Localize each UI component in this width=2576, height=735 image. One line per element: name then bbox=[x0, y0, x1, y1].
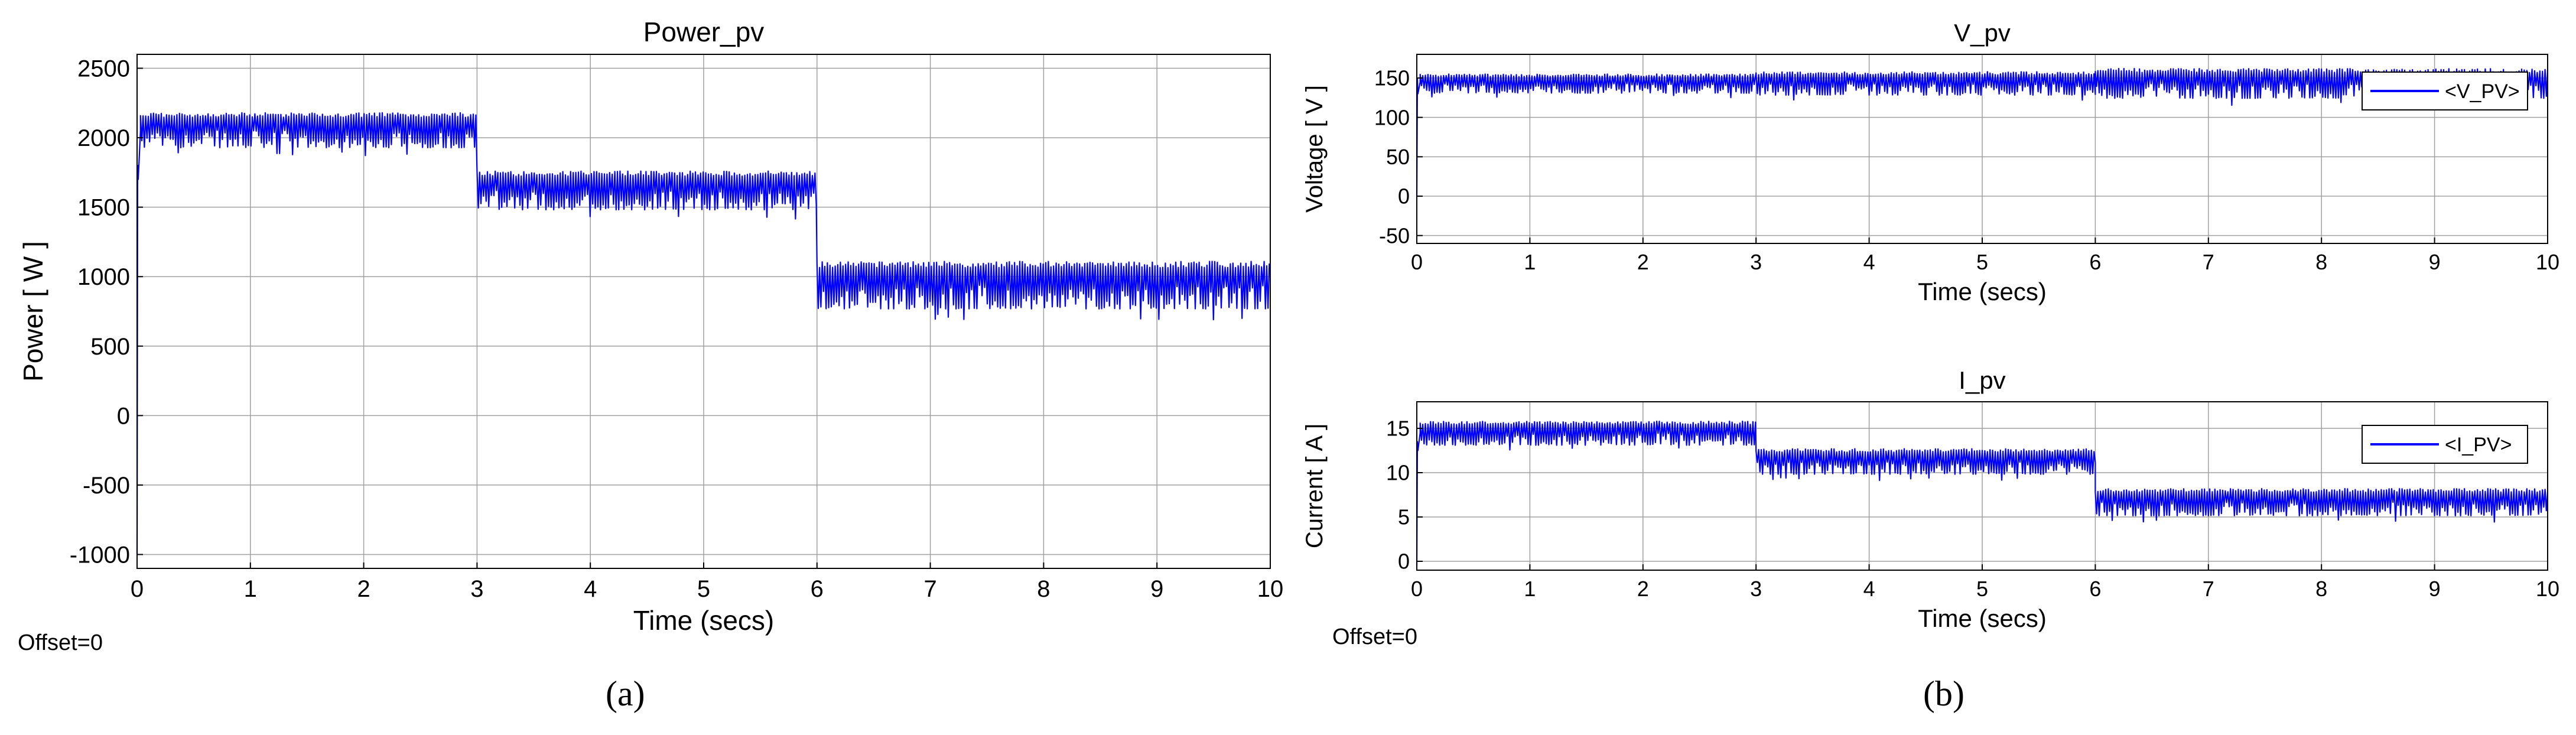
x-tick-label: 3 bbox=[470, 576, 483, 602]
x-tick-label: 8 bbox=[2315, 577, 2327, 601]
y-tick-label: 5 bbox=[1398, 505, 1410, 529]
y-tick-label: 100 bbox=[1374, 105, 1410, 129]
chart-title: Power_pv bbox=[643, 17, 765, 47]
x-tick-label: 1 bbox=[244, 576, 257, 602]
x-tick-label: 2 bbox=[1637, 250, 1649, 274]
x-tick-label: 6 bbox=[2089, 577, 2101, 601]
y-tick-label: -1000 bbox=[70, 542, 130, 568]
y-tick-label: -50 bbox=[1379, 223, 1410, 248]
x-axis-label: Time (secs) bbox=[1918, 604, 2047, 632]
x-axis-label: Time (secs) bbox=[633, 605, 775, 636]
x-tick-label: 6 bbox=[2089, 250, 2101, 274]
offset-label-b: Offset=0 bbox=[1332, 625, 1417, 649]
chart-title: V_pv bbox=[1954, 19, 2011, 47]
x-tick-label: 1 bbox=[1524, 577, 1536, 601]
y-tick-label: 2000 bbox=[77, 125, 130, 151]
caption-a: (a) bbox=[606, 674, 645, 713]
x-tick-label: 7 bbox=[2203, 577, 2214, 601]
legend-label: <V_PV> bbox=[2445, 80, 2520, 103]
y-tick-label: -500 bbox=[83, 473, 130, 499]
y-tick-label: 50 bbox=[1386, 145, 1410, 169]
x-tick-label: 8 bbox=[1037, 576, 1050, 602]
x-tick-label: 9 bbox=[2429, 250, 2441, 274]
x-tick-label: 3 bbox=[1750, 250, 1762, 274]
y-tick-label: 2500 bbox=[77, 56, 130, 82]
x-tick-label: 4 bbox=[584, 576, 597, 602]
y-axis-label: Voltage [ V ] bbox=[1302, 85, 1328, 213]
x-tick-label: 0 bbox=[131, 576, 144, 602]
x-tick-label: 7 bbox=[923, 576, 936, 602]
x-tick-label: 0 bbox=[1411, 250, 1423, 274]
y-axis-label: Current [ A ] bbox=[1302, 424, 1328, 548]
x-tick-label: 4 bbox=[1863, 577, 1875, 601]
offset-label-a: Offset=0 bbox=[18, 630, 103, 655]
y-tick-label: 500 bbox=[90, 334, 130, 360]
x-tick-label: 10 bbox=[1257, 576, 1284, 602]
x-axis-label: Time (secs) bbox=[1918, 278, 2047, 305]
y-tick-label: 0 bbox=[1398, 549, 1410, 574]
y-tick-label: 0 bbox=[1398, 184, 1410, 209]
x-tick-label: 8 bbox=[2315, 250, 2327, 274]
data-trace bbox=[1416, 67, 2549, 197]
x-tick-label: 6 bbox=[811, 576, 824, 602]
x-tick-label: 10 bbox=[2536, 577, 2559, 601]
x-tick-label: 3 bbox=[1750, 577, 1762, 601]
y-tick-label: 10 bbox=[1386, 461, 1410, 485]
y-tick-label: 15 bbox=[1386, 417, 1410, 441]
x-tick-label: 5 bbox=[697, 576, 710, 602]
y-tick-label: 0 bbox=[117, 403, 130, 429]
x-tick-label: 9 bbox=[1150, 576, 1163, 602]
x-tick-label: 10 bbox=[2536, 250, 2559, 274]
data-trace bbox=[1416, 420, 2549, 566]
y-axis-label: Power [ W ] bbox=[18, 241, 48, 382]
power-pv-chart: 0 1 2 3 4 5 6 7 8 9 10 -1000 -500 0 500 1000 1500 2000 250… bbox=[18, 17, 1283, 636]
data-trace bbox=[136, 112, 1270, 555]
y-tick-label: 150 bbox=[1374, 66, 1410, 90]
x-tick-label: 5 bbox=[1976, 577, 1988, 601]
x-tick-label: 2 bbox=[1637, 577, 1649, 601]
x-tick-label: 7 bbox=[2203, 250, 2214, 274]
x-tick-label: 0 bbox=[1411, 577, 1423, 601]
x-tick-label: 2 bbox=[357, 576, 370, 602]
x-tick-label: 1 bbox=[1524, 250, 1536, 274]
y-tick-label: 1000 bbox=[77, 264, 130, 290]
caption-b: (b) bbox=[1923, 674, 1964, 713]
legend-label: <I_PV> bbox=[2445, 434, 2512, 456]
chart-title: I_pv bbox=[1959, 366, 2005, 394]
y-tick-label: 1500 bbox=[77, 195, 130, 221]
current-pv-chart: 0 1 2 3 4 5 6 7 8 9 10 0 5 10 15 I_pv Time (secs) Current… bbox=[1302, 366, 2559, 632]
x-tick-label: 4 bbox=[1863, 250, 1875, 274]
x-tick-label: 5 bbox=[1976, 250, 1988, 274]
x-tick-label: 9 bbox=[2429, 577, 2441, 601]
